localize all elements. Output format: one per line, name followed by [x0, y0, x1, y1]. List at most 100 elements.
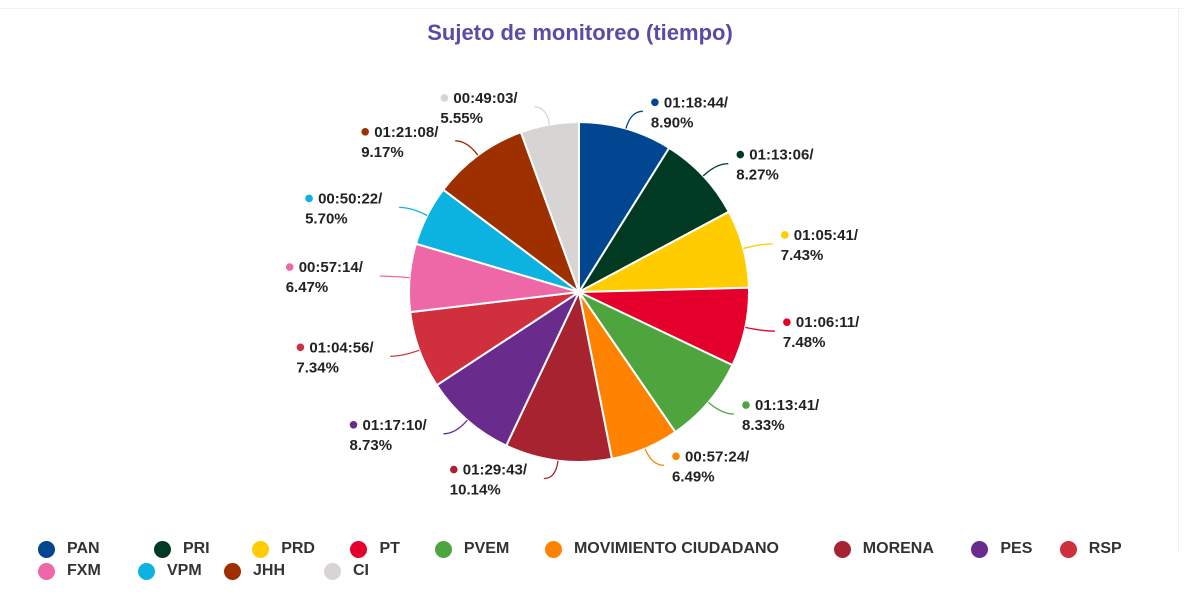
legend-label: FXM — [67, 562, 101, 579]
legend-item-vpm[interactable]: VPM — [138, 562, 224, 580]
legend-label: CI — [353, 562, 369, 579]
data-label-time-pan: 01:18:44/ — [664, 94, 729, 111]
data-label-percent-pri: 8.27% — [736, 167, 779, 184]
data-label-time-fxm: 00:57:14/ — [299, 259, 364, 276]
leader-line-pvem — [707, 401, 735, 415]
legend-item-pan[interactable]: PAN — [38, 540, 154, 558]
data-label-time-pt: 01:06:11/ — [796, 314, 860, 331]
leader-line-prd — [743, 243, 773, 250]
data-label-percent-morena: 10.14% — [450, 482, 501, 499]
leader-line-pes — [443, 419, 468, 435]
data-label-percent-prd: 7.43% — [781, 247, 824, 264]
label-marker-prd — [781, 231, 789, 239]
data-label-percent-pvem: 8.33% — [742, 417, 785, 434]
legend-row: FXM VPM JHH CI — [38, 560, 1158, 582]
leader-line-rsp — [390, 349, 420, 357]
data-label-percent-pan: 8.90% — [651, 114, 694, 131]
legend-item-ci[interactable]: CI — [324, 562, 424, 580]
data-label-percent-jhh: 9.17% — [361, 144, 404, 161]
legend-marker-icon — [1059, 540, 1077, 558]
legend-marker-icon — [38, 562, 55, 580]
data-label-percent-ci: 5.55% — [440, 110, 483, 127]
legend-label: JHH — [253, 562, 286, 579]
pie-slice-pri[interactable] — [576, 146, 731, 295]
data-label-time-pes: 01:17:10/ — [363, 417, 428, 434]
data-label-time-prd: 01:05:41/ — [794, 227, 859, 244]
label-marker-pri — [736, 150, 745, 159]
label-marker-movimiento-ciudadano — [672, 452, 680, 461]
data-label-time-pri: 01:13:06/ — [749, 147, 814, 164]
legend-label: PRD — [281, 540, 315, 557]
data-label-time-morena: 01:29:43/ — [463, 462, 528, 479]
label-marker-morena — [450, 465, 458, 474]
legend-marker-icon — [153, 540, 171, 558]
leader-line-movimiento-ciudadano — [644, 448, 665, 466]
label-marker-vpm — [305, 194, 313, 203]
frame-border-right — [1178, 8, 1179, 553]
pie-slice-pan[interactable] — [578, 120, 671, 296]
label-marker-pes — [349, 421, 358, 429]
label-marker-jhh — [361, 128, 370, 136]
label-marker-ci — [440, 94, 449, 102]
leader-line-fxm — [379, 275, 410, 279]
legend-marker-icon — [138, 562, 155, 580]
data-label-time-ci: 00:49:03/ — [453, 90, 518, 107]
legend-label: PES — [1000, 540, 1033, 557]
legend-item-rsp[interactable]: RSP — [1059, 540, 1158, 558]
data-label-time-rsp: 01:04:56/ — [309, 339, 374, 356]
label-marker-pvem — [742, 401, 750, 409]
legend-label: PVEM — [463, 540, 510, 557]
legend-label: MOVIMIENTO CIUDADANO — [573, 540, 779, 557]
data-label-percent-movimiento-ciudadano: 6.49% — [672, 468, 715, 485]
frame-border-top — [0, 8, 1184, 9]
legend-item-jhh[interactable]: JHH — [224, 562, 324, 580]
legend-marker-icon — [971, 540, 989, 558]
leader-line-pt — [745, 326, 775, 332]
pie-slices — [408, 120, 750, 464]
legend-marker-icon — [252, 540, 270, 558]
legend-item-fxm[interactable]: FXM — [38, 562, 138, 580]
legend-label: PAN — [67, 540, 100, 557]
data-label-time-jhh: 01:21:08/ — [374, 124, 439, 141]
legend-marker-icon — [224, 562, 241, 580]
legend-marker-icon — [350, 540, 368, 558]
legend-marker-icon — [544, 540, 562, 558]
data-label-percent-pes: 8.73% — [350, 437, 393, 454]
label-marker-fxm — [285, 263, 294, 271]
legend-label: PRI — [182, 540, 210, 557]
pie-slice-pes[interactable] — [435, 289, 582, 447]
data-labels: 01:18:44/8.90% 01:13:06/8.27% 01:05:41/7.4… — [286, 90, 860, 499]
data-label-percent-rsp: 7.34% — [296, 359, 339, 376]
chart-title: Sujeto de monitoreo (tiempo) — [427, 20, 733, 45]
label-marker-rsp — [296, 343, 305, 352]
legend-marker-icon — [434, 540, 452, 558]
legend-label: VPM — [167, 562, 202, 579]
legend-item-morena[interactable]: MORENA — [833, 540, 972, 558]
data-label-time-vpm: 00:50:22/ — [318, 190, 383, 207]
legend-item-pri[interactable]: PRI — [153, 540, 252, 558]
legend-item-pt[interactable]: PT — [350, 540, 434, 558]
legend-item-movimiento-ciudadano[interactable]: MOVIMIENTO CIUDADANO — [544, 540, 834, 558]
legend: PAN PRI PRD PT PVEM MOVIMIENTO CIUDADANO MOREN… — [38, 538, 1158, 582]
leader-line-ci — [534, 106, 551, 125]
legend-label: RSP — [1088, 540, 1122, 557]
leader-line-pri — [702, 162, 729, 177]
data-label-percent-fxm: 6.47% — [286, 279, 329, 296]
legend-marker-icon — [833, 540, 851, 558]
legend-item-pvem[interactable]: PVEM — [434, 540, 545, 558]
data-label-time-movimiento-ciudadano: 00:57:24/ — [685, 448, 750, 465]
legend-item-prd[interactable]: PRD — [252, 540, 350, 558]
leader-line-morena — [543, 460, 559, 480]
legend-label: MORENA — [862, 540, 934, 557]
legend-marker-icon — [38, 540, 55, 558]
legend-item-pes[interactable]: PES — [971, 540, 1059, 558]
data-label-percent-pt: 7.48% — [783, 334, 826, 351]
pie-slice-pvem[interactable] — [576, 289, 734, 434]
leader-line-pan — [625, 110, 643, 129]
legend-label: PT — [379, 540, 400, 557]
leader-line-vpm — [399, 206, 428, 217]
pie-slice-jhh[interactable] — [441, 130, 582, 295]
data-label-time-pvem: 01:13:41/ — [755, 397, 820, 414]
label-marker-pan — [651, 98, 659, 107]
